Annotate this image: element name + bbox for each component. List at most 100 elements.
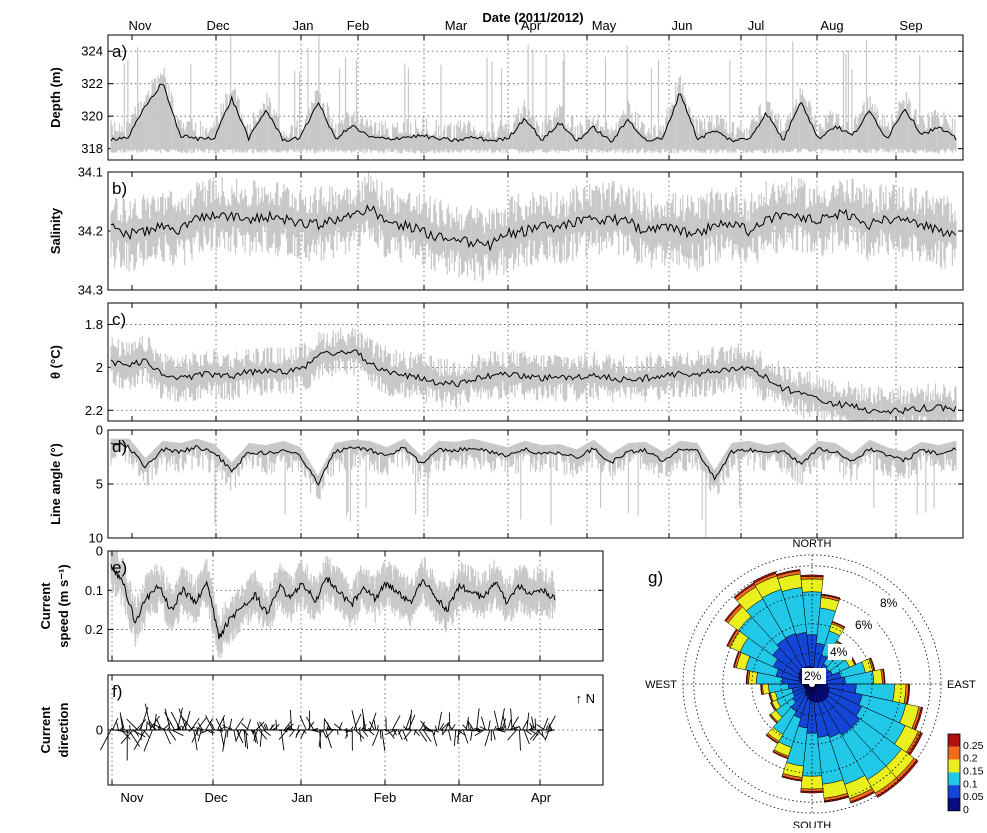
- current-vector: [536, 724, 544, 730]
- y-tick-label: 2.2: [85, 403, 103, 418]
- colorbar-tick-label: 0.05: [963, 791, 984, 803]
- colorbar-tick-label: 0.1: [963, 778, 978, 790]
- current-vector: [419, 730, 427, 742]
- colorbar-swatch: [948, 734, 960, 747]
- y-tick-label: 5: [96, 477, 103, 492]
- current-vector: [494, 711, 498, 730]
- y-tick-label: 0: [96, 423, 103, 438]
- x-tick-label-bottom: Apr: [531, 790, 552, 805]
- raw-data-band: [111, 328, 956, 421]
- current-vector: [130, 725, 131, 730]
- y-tick-label: 1.8: [85, 317, 103, 332]
- colorbar-swatch: [948, 760, 960, 773]
- current-vector: [374, 720, 376, 730]
- current-vector: [548, 716, 556, 730]
- current-vector: [435, 726, 436, 730]
- y-axis-label: θ (°C): [48, 345, 63, 379]
- north-arrow-label: ↑ N: [576, 691, 596, 706]
- colorbar-swatch: [948, 785, 960, 798]
- y-axis-label: Current: [38, 706, 53, 754]
- current-vector: [508, 730, 517, 740]
- rose-direction-label: NORTH: [793, 538, 832, 550]
- current-vector: [485, 730, 490, 746]
- current-vector: [458, 730, 459, 744]
- current-vector: [434, 730, 435, 735]
- rose-ring-label: 2%: [804, 669, 822, 683]
- y-tick-label: 0: [96, 544, 103, 559]
- colorbar: 0.250.20.150.10.050: [948, 734, 984, 816]
- current-vector: [511, 709, 512, 730]
- current-vector: [236, 730, 241, 740]
- current-vector: [297, 725, 299, 730]
- current-vector: [404, 730, 411, 739]
- x-tick-label-bottom: Jan: [292, 790, 313, 805]
- current-vector: [144, 730, 152, 751]
- x-tick-label-bottom: Nov: [120, 790, 144, 805]
- raw-data-band: [111, 551, 555, 658]
- x-tick-label-top: Jun: [672, 18, 693, 33]
- colorbar-tick-label: 0: [963, 804, 969, 816]
- panel-c-temperature: 1.822.2c)θ (°C): [48, 303, 963, 421]
- current-vector: [463, 730, 468, 743]
- panel-letter: g): [648, 568, 663, 587]
- y-axis-label-second-line: direction: [56, 702, 71, 757]
- y-axis-label-second-line: speed (m s⁻¹): [56, 564, 71, 647]
- current-vector: [508, 719, 511, 730]
- panel-b-salinity: 34.134.234.3b)Salinity: [48, 165, 963, 298]
- panel-letter: a): [112, 42, 127, 61]
- raw-data-band: [111, 172, 956, 282]
- panel-letter: e): [112, 558, 127, 577]
- current-vector: [227, 730, 228, 737]
- current-vector: [212, 730, 213, 736]
- y-tick-label: 34.3: [78, 283, 103, 298]
- rose-direction-label: WEST: [645, 679, 677, 691]
- raw-data-band: [111, 35, 956, 154]
- current-vector: [223, 718, 225, 730]
- x-tick-label-top: May: [592, 18, 617, 33]
- y-axis-label: Salinity: [48, 207, 63, 254]
- rose-ring-label: 4%: [830, 645, 848, 659]
- y-tick-label: 34.1: [78, 165, 103, 180]
- current-vector: [164, 730, 170, 744]
- current-vector: [172, 730, 184, 736]
- panel-letter: f): [112, 682, 122, 701]
- x-tick-label-bottom: Mar: [451, 790, 474, 805]
- x-tick-label-top: Aug: [820, 18, 843, 33]
- x-tick-label-bottom: Dec: [204, 790, 228, 805]
- y-tick-label: 0.1: [85, 583, 103, 598]
- colorbar-tick-label: 0.2: [963, 753, 978, 765]
- current-vector: [546, 725, 547, 730]
- current-vector: [454, 730, 456, 746]
- current-vector: [488, 721, 490, 730]
- colorbar-swatch: [948, 798, 960, 811]
- current-vector: [382, 730, 385, 751]
- current-vector: [117, 722, 119, 730]
- rose-ring-label: 6%: [855, 618, 873, 632]
- panel-letter: d): [112, 437, 127, 456]
- current-vector: [192, 730, 198, 743]
- current-vector: [247, 719, 251, 730]
- y-tick-label: 318: [81, 141, 103, 156]
- current-vector: [281, 730, 284, 750]
- y-axis-label: Current: [38, 582, 53, 630]
- current-vector: [448, 730, 451, 741]
- x-tick-label-top: Jan: [293, 18, 314, 33]
- y-tick-label: 320: [81, 109, 103, 124]
- current-vector: [263, 730, 270, 736]
- current-vector: [519, 726, 521, 730]
- x-tick-label-top: Nov: [128, 18, 152, 33]
- current-vector: [392, 715, 400, 730]
- current-vector: [519, 730, 520, 750]
- colorbar-tick-label: 0.15: [963, 765, 984, 777]
- rose-ring-label: 8%: [880, 596, 898, 610]
- y-tick-label: 0.2: [85, 622, 103, 637]
- x-tick-label-top: Feb: [347, 18, 369, 33]
- current-vector: [423, 730, 431, 742]
- rose-sector-bin: [873, 669, 883, 684]
- rose-direction-label: EAST: [947, 679, 976, 691]
- rose-direction-label: SOUTH: [793, 820, 832, 828]
- current-vector: [493, 730, 495, 740]
